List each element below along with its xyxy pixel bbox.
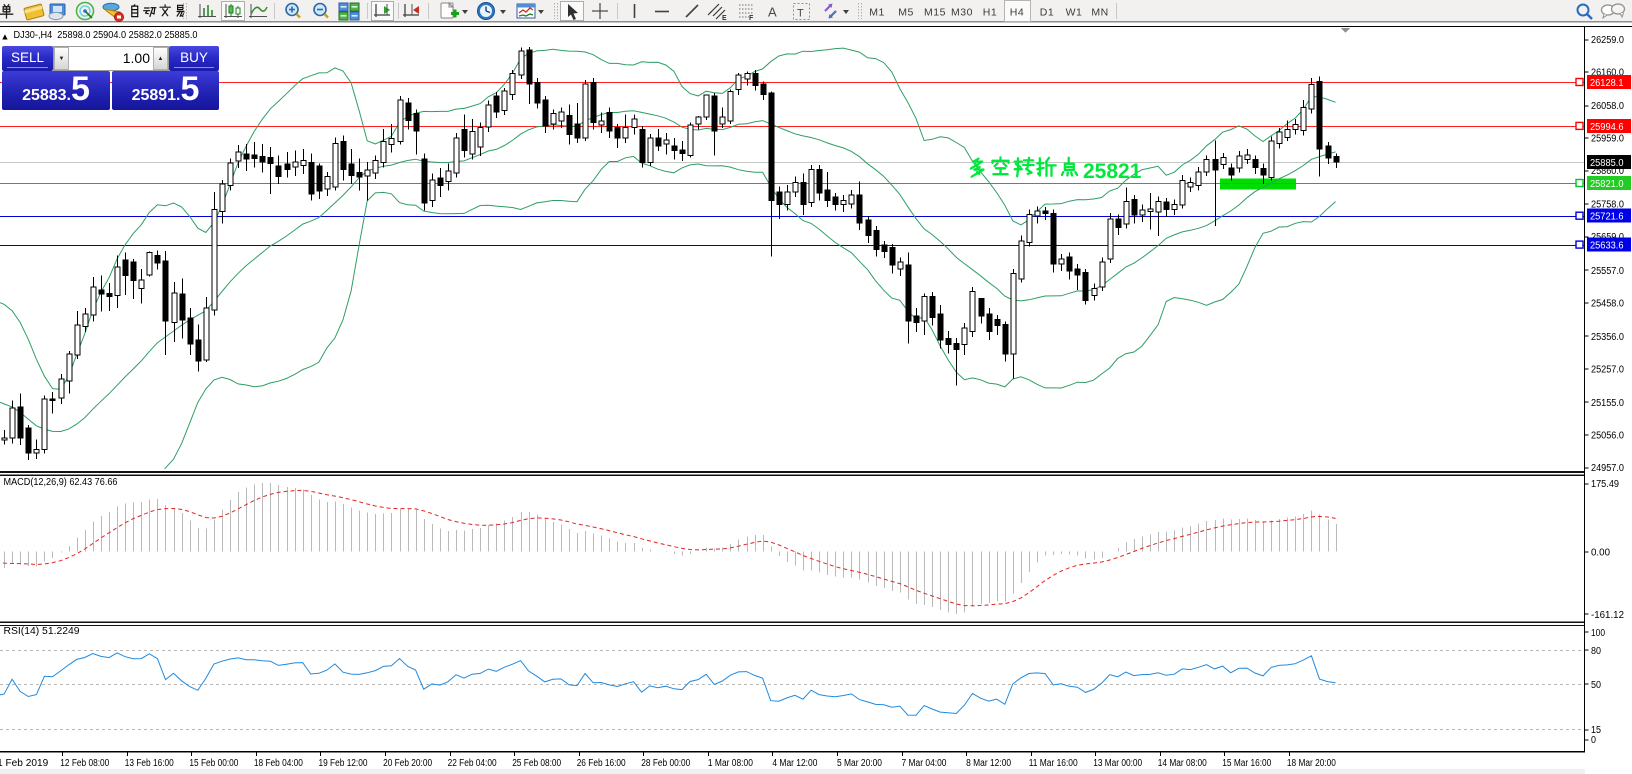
svg-text:11 Mar 16:00: 11 Mar 16:00 (1029, 758, 1078, 769)
svg-text:E: E (722, 15, 727, 22)
svg-text:7 Mar 04:00: 7 Mar 04:00 (902, 758, 947, 769)
svg-text:8 Mar 12:00: 8 Mar 12:00 (966, 758, 1011, 769)
svg-text:H4: H4 (1010, 7, 1024, 19)
svg-text:▲: ▲ (1, 32, 10, 42)
svg-text:26259.0: 26259.0 (1591, 35, 1625, 46)
svg-text:175.49: 175.49 (1591, 479, 1619, 490)
svg-text:11 Feb 2019: 11 Feb 2019 (0, 758, 48, 769)
svg-text:26160.0: 26160.0 (1591, 68, 1625, 79)
svg-text:25994.6: 25994.6 (1590, 122, 1624, 133)
svg-text:50: 50 (1591, 680, 1601, 691)
svg-text:A: A (768, 5, 777, 20)
svg-text:M15: M15 (924, 7, 946, 19)
svg-text:F: F (749, 15, 754, 22)
svg-text:25885.0: 25885.0 (1590, 158, 1624, 169)
svg-text:25860.0: 25860.0 (1591, 166, 1625, 177)
svg-text:25633.6: 25633.6 (1590, 241, 1624, 252)
svg-text:26 Feb 16:00: 26 Feb 16:00 (577, 758, 626, 769)
svg-text:25557.0: 25557.0 (1591, 266, 1625, 277)
svg-text:M5: M5 (898, 7, 914, 19)
svg-text:20 Feb 20:00: 20 Feb 20:00 (383, 758, 432, 769)
svg-text:13 Mar 00:00: 13 Mar 00:00 (1093, 758, 1142, 769)
svg-text:100: 100 (1591, 628, 1605, 639)
svg-text:25 Feb 08:00: 25 Feb 08:00 (512, 758, 561, 769)
svg-text:D1: D1 (1040, 7, 1054, 19)
svg-text:26058.0: 26058.0 (1591, 101, 1625, 112)
svg-text:15 Mar 16:00: 15 Mar 16:00 (1222, 758, 1271, 769)
svg-text:15 Feb 00:00: 15 Feb 00:00 (189, 758, 238, 769)
svg-text:13 Feb 16:00: 13 Feb 16:00 (125, 758, 174, 769)
svg-text:0.00: 0.00 (1591, 547, 1611, 558)
svg-text:24957.0: 24957.0 (1591, 463, 1625, 474)
svg-text:1 Mar 08:00: 1 Mar 08:00 (708, 758, 753, 769)
svg-text:4 Mar 12:00: 4 Mar 12:00 (772, 758, 817, 769)
svg-text:25758.0: 25758.0 (1591, 200, 1625, 211)
svg-text:RSI(14) 51.2249: RSI(14) 51.2249 (4, 626, 80, 637)
svg-text:25257.0: 25257.0 (1591, 364, 1625, 375)
svg-text:19 Feb 12:00: 19 Feb 12:00 (319, 758, 368, 769)
svg-text:25821.0: 25821.0 (1590, 179, 1624, 190)
svg-text:25056.0: 25056.0 (1591, 431, 1625, 442)
svg-text:MN: MN (1091, 7, 1108, 19)
svg-text:12 Feb 08:00: 12 Feb 08:00 (60, 758, 109, 769)
svg-text:25458.0: 25458.0 (1591, 298, 1625, 309)
svg-text:26128.1: 26128.1 (1590, 78, 1624, 89)
svg-text:0: 0 (1591, 735, 1597, 746)
svg-text:28 Feb 00:00: 28 Feb 00:00 (641, 758, 690, 769)
svg-text:15: 15 (1591, 725, 1601, 736)
svg-text:18 Mar 20:00: 18 Mar 20:00 (1287, 758, 1336, 769)
svg-text:M30: M30 (951, 7, 973, 19)
svg-text:80: 80 (1591, 646, 1601, 657)
svg-text:25721.6: 25721.6 (1590, 212, 1624, 223)
svg-text:5 Mar 20:00: 5 Mar 20:00 (837, 758, 882, 769)
svg-text:25356.0: 25356.0 (1591, 332, 1625, 343)
svg-text:W1: W1 (1066, 7, 1083, 19)
svg-text:22 Feb 04:00: 22 Feb 04:00 (448, 758, 497, 769)
svg-text:18 Feb 04:00: 18 Feb 04:00 (254, 758, 303, 769)
svg-text:-161.12: -161.12 (1591, 610, 1624, 621)
svg-text:25155.0: 25155.0 (1591, 398, 1625, 409)
svg-text:25959.0: 25959.0 (1591, 134, 1625, 145)
svg-text:M1: M1 (869, 7, 885, 19)
svg-text:DJ30-,H4 25898.0 25904.0 2588: DJ30-,H4 25898.0 25904.0 25882.0 25885.0 (14, 30, 199, 41)
svg-text:H1: H1 (983, 7, 997, 19)
svg-text:T: T (797, 8, 804, 20)
svg-text:25821: 25821 (1083, 160, 1142, 183)
svg-text:14 Mar 08:00: 14 Mar 08:00 (1158, 758, 1207, 769)
svg-text:MACD(12,26,9) 62.43 76.66: MACD(12,26,9) 62.43 76.66 (4, 477, 118, 488)
